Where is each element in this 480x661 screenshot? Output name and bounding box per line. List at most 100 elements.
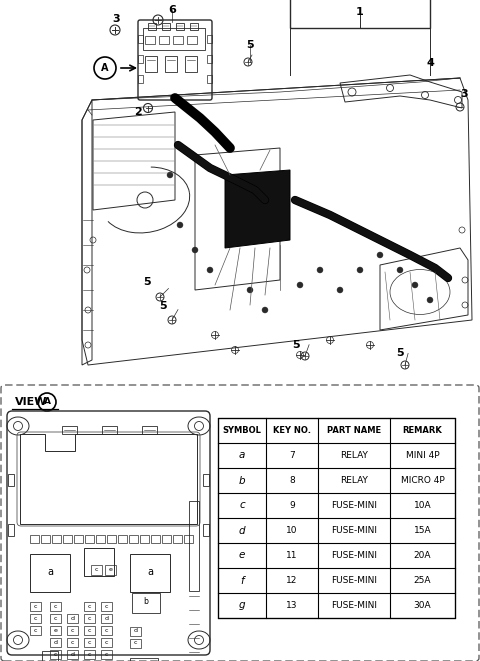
Bar bbox=[218, 418, 455, 618]
Text: f: f bbox=[240, 576, 244, 586]
Bar bbox=[130, 627, 141, 636]
Bar bbox=[50, 602, 61, 611]
Bar bbox=[50, 650, 61, 659]
Text: c: c bbox=[105, 652, 108, 656]
Text: MINI 4P: MINI 4P bbox=[406, 451, 439, 460]
Bar bbox=[207, 55, 212, 63]
Circle shape bbox=[412, 282, 418, 288]
Bar bbox=[30, 554, 70, 592]
Bar bbox=[67, 614, 78, 623]
Bar bbox=[52, 535, 61, 543]
Bar bbox=[185, 56, 197, 72]
Bar bbox=[107, 535, 116, 543]
Text: 11: 11 bbox=[286, 551, 298, 560]
Circle shape bbox=[377, 252, 383, 258]
Text: PART NAME: PART NAME bbox=[327, 426, 381, 435]
Bar bbox=[173, 36, 183, 44]
Bar bbox=[50, 626, 61, 635]
Text: 25A: 25A bbox=[414, 576, 431, 585]
Text: c: c bbox=[54, 615, 57, 621]
Text: e: e bbox=[239, 551, 245, 561]
Bar bbox=[101, 626, 112, 635]
Text: RELAY: RELAY bbox=[340, 451, 368, 460]
Text: 5: 5 bbox=[246, 40, 254, 50]
Circle shape bbox=[262, 307, 268, 313]
Bar bbox=[84, 638, 95, 647]
Bar bbox=[118, 535, 127, 543]
Text: 7: 7 bbox=[289, 451, 295, 460]
Bar bbox=[41, 535, 50, 543]
Text: 15A: 15A bbox=[414, 526, 432, 535]
Bar bbox=[84, 650, 95, 659]
Bar bbox=[63, 535, 72, 543]
Bar bbox=[30, 535, 39, 543]
Circle shape bbox=[167, 172, 173, 178]
Bar bbox=[173, 535, 182, 543]
Bar bbox=[207, 35, 212, 43]
Text: 3: 3 bbox=[112, 14, 120, 24]
Text: 20A: 20A bbox=[414, 551, 431, 560]
Text: a: a bbox=[239, 451, 245, 461]
Bar bbox=[84, 626, 95, 635]
Bar bbox=[84, 602, 95, 611]
Polygon shape bbox=[225, 170, 290, 248]
Bar bbox=[8, 474, 14, 486]
Text: FUSE-MINI: FUSE-MINI bbox=[331, 526, 377, 535]
Text: FUSE-MINI: FUSE-MINI bbox=[331, 501, 377, 510]
Text: 10A: 10A bbox=[414, 501, 432, 510]
Text: c: c bbox=[105, 603, 108, 609]
Bar bbox=[101, 602, 112, 611]
Text: c: c bbox=[88, 603, 91, 609]
Bar bbox=[130, 639, 141, 648]
Text: SYMBOL: SYMBOL bbox=[223, 426, 262, 435]
Text: c: c bbox=[88, 627, 91, 633]
Bar bbox=[140, 535, 149, 543]
Bar bbox=[101, 614, 112, 623]
Bar bbox=[203, 524, 209, 536]
Bar bbox=[42, 651, 58, 661]
Text: 10: 10 bbox=[286, 526, 298, 535]
Text: 30A: 30A bbox=[414, 601, 432, 610]
Text: 5: 5 bbox=[143, 277, 151, 287]
Text: A: A bbox=[101, 63, 109, 73]
Bar bbox=[176, 23, 184, 30]
Text: c: c bbox=[105, 627, 108, 633]
Circle shape bbox=[297, 282, 303, 288]
Text: d: d bbox=[71, 652, 74, 656]
Bar bbox=[130, 554, 170, 592]
Text: RELAY: RELAY bbox=[340, 476, 368, 485]
Text: 2: 2 bbox=[134, 107, 142, 117]
Text: VIEW: VIEW bbox=[15, 397, 48, 407]
Bar bbox=[62, 426, 77, 434]
Bar bbox=[67, 638, 78, 647]
Circle shape bbox=[397, 267, 403, 273]
Circle shape bbox=[427, 297, 433, 303]
Text: c: c bbox=[105, 639, 108, 644]
Bar bbox=[145, 36, 155, 44]
Text: d: d bbox=[71, 615, 74, 621]
Text: d: d bbox=[105, 615, 108, 621]
Text: 13: 13 bbox=[286, 601, 298, 610]
Bar bbox=[102, 426, 117, 434]
Circle shape bbox=[357, 267, 363, 273]
Bar bbox=[184, 535, 193, 543]
Bar bbox=[143, 28, 205, 50]
Text: c: c bbox=[71, 627, 74, 633]
Text: FUSE-MINI: FUSE-MINI bbox=[331, 576, 377, 585]
Bar bbox=[50, 638, 61, 647]
Text: c: c bbox=[34, 603, 37, 609]
Text: MICRO 4P: MICRO 4P bbox=[401, 476, 444, 485]
Text: 5: 5 bbox=[292, 340, 300, 350]
Text: REMARK: REMARK bbox=[403, 426, 443, 435]
Bar bbox=[190, 23, 198, 30]
Text: c: c bbox=[71, 639, 74, 644]
Text: 5: 5 bbox=[396, 348, 404, 358]
Text: 6: 6 bbox=[168, 5, 176, 15]
Circle shape bbox=[192, 247, 198, 253]
Bar bbox=[130, 658, 158, 661]
Text: c: c bbox=[95, 567, 98, 572]
Bar bbox=[162, 535, 171, 543]
Text: d: d bbox=[133, 629, 137, 633]
Bar bbox=[85, 535, 94, 543]
Bar bbox=[84, 614, 95, 623]
